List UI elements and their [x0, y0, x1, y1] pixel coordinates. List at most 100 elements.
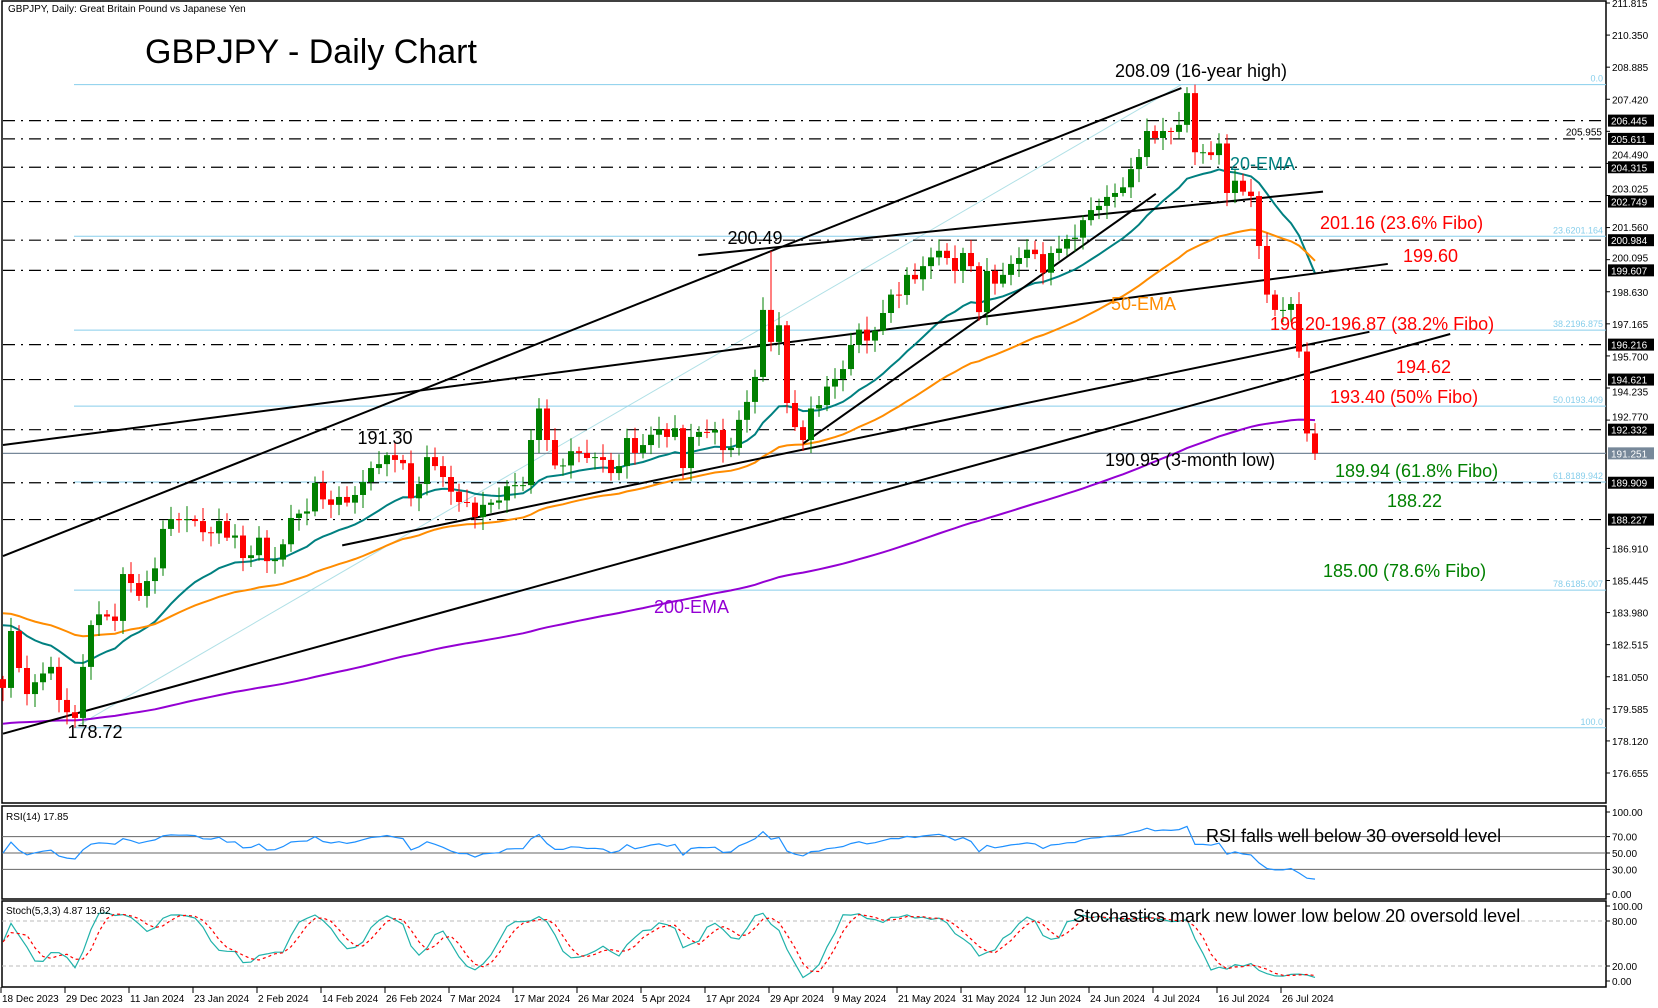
candle — [448, 465, 454, 505]
candle-body — [40, 673, 46, 683]
fibo-label: 0.0 — [1590, 74, 1603, 84]
candle — [456, 483, 462, 512]
y-tick-label: 181.050 — [1612, 673, 1649, 684]
candle-body — [832, 378, 838, 387]
stoch-label: Stoch(5,3,3) 4.87 13.62 — [6, 906, 111, 917]
candle — [808, 396, 814, 453]
candle-body — [1272, 294, 1278, 310]
candle — [0, 675, 6, 702]
main-panel-frame — [1, 0, 1607, 804]
candle-body — [1064, 238, 1070, 249]
annotation-200-49: 200.49 — [727, 228, 782, 248]
candle — [1224, 134, 1230, 207]
candle-body — [648, 434, 654, 446]
candle — [680, 424, 686, 479]
candle — [1240, 173, 1246, 196]
candle-body — [192, 519, 198, 522]
candle-body — [456, 491, 462, 502]
candle — [344, 486, 350, 507]
candle-body — [392, 455, 398, 460]
candle — [216, 508, 222, 544]
stoch-tick-label: 20.00 — [1612, 962, 1637, 973]
candle-body — [400, 459, 406, 464]
candle-body — [264, 537, 270, 562]
price-badge-label: 206.445 — [1611, 117, 1648, 128]
candle-body — [1120, 187, 1126, 193]
candle — [952, 245, 958, 284]
candle-body — [48, 666, 54, 674]
candle-body — [1312, 433, 1318, 454]
candle-body — [1104, 196, 1110, 206]
candle-body — [448, 477, 454, 492]
main-price-panel: 0.0 23.6201.164 38.2196.875 50.0193.409 61.8… — [0, 0, 1607, 804]
candle-body — [96, 614, 102, 626]
candle-body — [936, 250, 942, 258]
price-badge-label: 199.607 — [1611, 266, 1648, 277]
candle-body — [1032, 249, 1038, 255]
candle-body — [800, 427, 806, 441]
candle — [584, 439, 590, 463]
candle-body — [904, 274, 910, 296]
candle — [616, 454, 622, 481]
y-tick-label: 195.700 — [1612, 353, 1649, 364]
annotation-50-ema: 50-EMA — [1111, 294, 1176, 314]
candle-body — [152, 568, 158, 582]
candle — [1304, 342, 1310, 442]
candle — [1112, 183, 1118, 208]
candle — [784, 321, 790, 414]
candle — [480, 491, 486, 530]
candle — [984, 257, 990, 326]
price-badge-label: 194.621 — [1611, 376, 1648, 387]
candle-body — [624, 438, 630, 467]
candle — [672, 415, 678, 441]
candle — [768, 251, 774, 352]
candle-body — [680, 428, 686, 469]
candle — [960, 247, 966, 284]
candle-body — [1088, 210, 1094, 221]
candle — [872, 326, 878, 352]
candle — [376, 451, 382, 475]
x-tick-label: 17 Mar 2024 — [514, 994, 571, 1005]
candle — [760, 297, 766, 382]
annotation-rsi-note: RSI falls well below 30 oversold level — [1206, 826, 1501, 846]
candle — [304, 498, 310, 526]
candle — [1088, 197, 1094, 226]
candle-body — [536, 408, 542, 441]
candle — [1192, 84, 1198, 166]
candle-body — [712, 429, 718, 433]
candle-body — [1296, 304, 1302, 352]
candle — [704, 419, 710, 439]
rsi-panel — [1, 805, 1607, 900]
candle-body — [928, 257, 934, 267]
candle-body — [1216, 143, 1222, 156]
x-tick-label: 17 Apr 2024 — [706, 994, 760, 1005]
candle — [400, 454, 406, 470]
price-badge — [1608, 338, 1654, 351]
candle — [904, 267, 910, 305]
y-tick-label: 208.885 — [1612, 63, 1649, 74]
x-tick-label: 2 Feb 2024 — [258, 994, 309, 1005]
candle — [1120, 177, 1126, 197]
candle-body — [968, 252, 974, 267]
candle-body — [1184, 93, 1190, 125]
candle — [72, 705, 78, 728]
candle — [312, 476, 318, 517]
candle — [48, 656, 54, 681]
candle-body — [1288, 304, 1294, 310]
candle-body — [704, 431, 710, 433]
candle-body — [608, 459, 614, 474]
price-badge — [1608, 476, 1654, 489]
x-tick-label: 29 Apr 2024 — [770, 994, 824, 1005]
annotation-200-ema: 200-EMA — [654, 597, 729, 617]
x-tick-label: 14 Feb 2024 — [322, 994, 379, 1005]
candle-body — [1160, 131, 1166, 139]
x-tick-label: 9 May 2024 — [834, 994, 887, 1005]
candle-body — [864, 329, 870, 341]
annotation-fibo-38: 196.20-196.87 (38.2% Fibo) — [1270, 314, 1494, 334]
candle-body — [88, 625, 94, 667]
candle — [88, 620, 94, 680]
candle — [552, 428, 558, 470]
candle-body — [136, 583, 142, 596]
candle — [1280, 297, 1286, 323]
trendline — [2, 262, 1388, 447]
